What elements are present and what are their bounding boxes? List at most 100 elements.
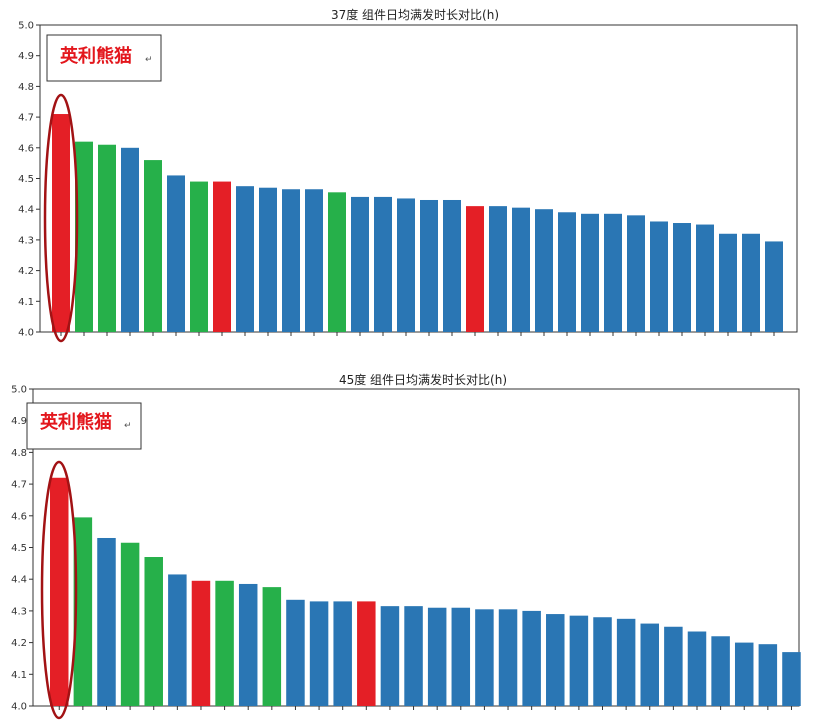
y-tick-label: 4.1 (18, 297, 34, 308)
y-tick-label: 5.0 (18, 21, 34, 32)
chart-title: 45度 组件日均满发时长对比(h) (339, 372, 507, 387)
bar (711, 636, 730, 706)
y-tick-label: 4.9 (11, 416, 27, 427)
bar (696, 224, 714, 332)
bar (190, 181, 208, 332)
y-tick-label: 4.4 (18, 205, 34, 216)
y-tick-label: 4.2 (11, 638, 27, 649)
return-mark: ↵ (124, 421, 132, 431)
bar (262, 587, 282, 706)
bar (616, 618, 636, 706)
bar (167, 175, 185, 332)
bar-series (50, 477, 801, 706)
bar (404, 606, 423, 706)
bar (213, 181, 231, 332)
bar (98, 144, 116, 332)
bar (282, 189, 300, 332)
y-tick-label: 4.7 (18, 113, 34, 124)
y-tick-label: 4.2 (18, 266, 34, 277)
bar (397, 198, 415, 332)
bar (650, 221, 668, 332)
bar (121, 147, 139, 332)
chart-37-degree: 37度 组件日均满发时长对比(h) 4.04.14.24.34.44.54.64… (18, 7, 798, 343)
x-axis (60, 332, 775, 336)
x-axis (58, 706, 792, 710)
y-axis: 4.0 4.1 4.2 4.3 4.4 4.5 4.6 4.7 4.8 4.9 5.0 (18, 21, 40, 339)
bar (191, 580, 211, 706)
bar (73, 517, 93, 706)
y-tick-label: 4.4 (11, 575, 27, 586)
y-tick-label: 4.5 (11, 543, 27, 554)
bar (734, 642, 754, 706)
bar (52, 114, 70, 332)
bar (569, 615, 589, 706)
bar (742, 233, 760, 332)
bar (120, 542, 140, 706)
y-tick-label: 4.6 (18, 143, 34, 154)
bar (475, 609, 494, 706)
bar (97, 537, 116, 706)
bar (443, 199, 461, 332)
bar (238, 583, 258, 706)
y-tick-label: 4.8 (11, 448, 27, 459)
bar (782, 652, 801, 706)
bar (719, 233, 737, 332)
bar (215, 580, 234, 706)
bar (593, 617, 612, 706)
highlight-ellipse (40, 460, 78, 720)
y-tick-label: 4.9 (18, 51, 34, 62)
annotation-label: 英利熊猫 (39, 411, 112, 433)
bar (144, 160, 162, 332)
bar (351, 196, 369, 332)
bar (581, 213, 599, 332)
bar (758, 644, 778, 706)
bar (309, 601, 329, 706)
y-tick-label: 4.1 (11, 670, 27, 681)
y-tick-label: 4.3 (18, 235, 34, 246)
y-tick-label: 5.0 (11, 385, 27, 396)
bar-series (52, 114, 783, 332)
y-tick-label: 4.6 (11, 511, 27, 522)
chart-45-degree: 45度 组件日均满发时长对比(h) 4.04.14.24.34.44.54.64… (11, 372, 801, 720)
bar (286, 599, 305, 706)
y-tick-label: 4.7 (11, 480, 27, 491)
bar (328, 192, 346, 332)
bar (498, 609, 518, 706)
bar (305, 189, 323, 332)
bar (75, 141, 93, 332)
bar (333, 601, 352, 706)
bar (512, 207, 530, 332)
annotation-box (26, 402, 142, 450)
bar (546, 614, 565, 706)
bar (357, 601, 376, 706)
highlight-ellipse (43, 93, 79, 343)
bar (522, 610, 541, 706)
bar (489, 206, 507, 332)
bar (664, 626, 683, 706)
y-tick-label: 4.5 (18, 174, 34, 185)
bar (451, 607, 471, 706)
bar (687, 631, 707, 706)
bar (144, 557, 163, 706)
annotation-label: 英利熊猫 (59, 45, 132, 67)
bar (640, 623, 659, 706)
y-tick-label: 4.8 (18, 82, 34, 93)
bar (765, 241, 783, 332)
y-tick-label: 4.0 (18, 328, 34, 339)
bar (558, 212, 576, 332)
bar (259, 187, 277, 332)
return-mark: ↵ (145, 55, 153, 65)
y-tick-label: 4.0 (11, 702, 27, 713)
bar (420, 199, 438, 332)
bar (50, 477, 69, 706)
bar (380, 606, 400, 706)
bar (604, 213, 622, 332)
bar (627, 215, 645, 332)
bar (236, 186, 254, 332)
bar (427, 607, 447, 706)
y-axis: 4.0 4.1 4.2 4.3 4.4 4.5 4.6 4.7 4.8 4.9 5.0 (11, 385, 33, 713)
bar (168, 574, 187, 706)
chart-title: 37度 组件日均满发时长对比(h) (331, 7, 499, 22)
bar (535, 209, 553, 332)
